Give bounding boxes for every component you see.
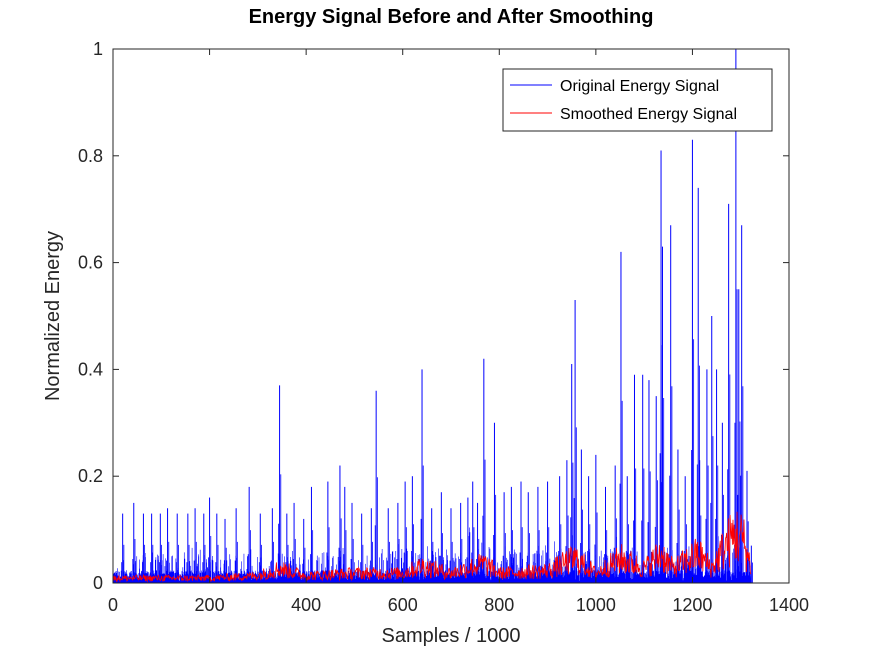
y-tick-label: 0.2 [78, 466, 103, 486]
axes-layer: 0 200 400 600 800 1000 1200 1400 0 0.2 0.4 0.6 0.8 1 [78, 39, 809, 615]
plot-area [112, 48, 790, 584]
legend-label-original: Original Energy Signal [560, 78, 719, 95]
x-tick-label: 0 [108, 595, 118, 615]
legend-label-smoothed: Smoothed Energy Signal [560, 106, 737, 123]
chart-title: Energy Signal Before and After Smoothing [249, 6, 654, 28]
y-tick-label: 1 [93, 39, 103, 59]
y-tick-label: 0.8 [78, 146, 103, 166]
smoothed-signal-line [112, 511, 752, 583]
y-tick-label: 0.6 [78, 253, 103, 273]
x-tick-label: 1200 [672, 595, 712, 615]
legend: Original Energy Signal Smoothed Energy S… [502, 68, 773, 132]
x-tick-label: 1400 [769, 595, 809, 615]
x-tick-label: 1000 [576, 595, 616, 615]
x-tick-label: 400 [291, 595, 321, 615]
y-tick-label: 0.4 [78, 359, 103, 379]
legend-box [502, 68, 773, 132]
x-tick-label: 600 [388, 595, 418, 615]
plot-frame [112, 48, 790, 584]
series-layer [112, 49, 753, 583]
x-axis-label: Samples / 1000 [382, 625, 521, 647]
y-axis-label: Normalized Energy [42, 231, 64, 401]
x-tick-label: 800 [484, 595, 514, 615]
y-tick-label: 0 [93, 573, 103, 593]
smoothed-signal [112, 511, 752, 583]
x-tick-label: 200 [195, 595, 225, 615]
